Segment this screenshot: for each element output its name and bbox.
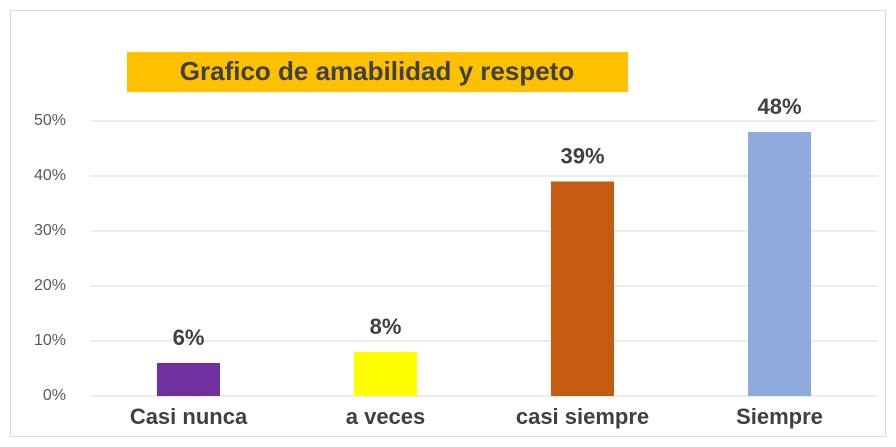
bar <box>156 363 221 396</box>
y-tick-label: 20% <box>34 277 66 294</box>
bar <box>353 352 418 396</box>
x-tick-label: Casi nunca <box>130 404 248 429</box>
bar <box>747 132 812 396</box>
y-tick-label: 10% <box>34 332 66 349</box>
chart-title: Grafico de amabilidad y respeto <box>180 56 574 86</box>
value-label: 8% <box>370 314 402 339</box>
y-tick-label: 0% <box>43 387 66 404</box>
bar <box>550 181 615 396</box>
x-tick-label: Siempre <box>736 404 823 429</box>
y-tick-label: 40% <box>34 167 66 184</box>
y-tick-label: 50% <box>34 112 66 129</box>
value-label: 39% <box>560 143 604 168</box>
value-label: 6% <box>173 325 205 350</box>
y-tick-label: 30% <box>34 222 66 239</box>
title-box <box>127 52 628 92</box>
x-tick-label: casi siempre <box>516 404 649 429</box>
x-tick-label: a veces <box>346 404 426 429</box>
value-label: 48% <box>757 94 801 119</box>
